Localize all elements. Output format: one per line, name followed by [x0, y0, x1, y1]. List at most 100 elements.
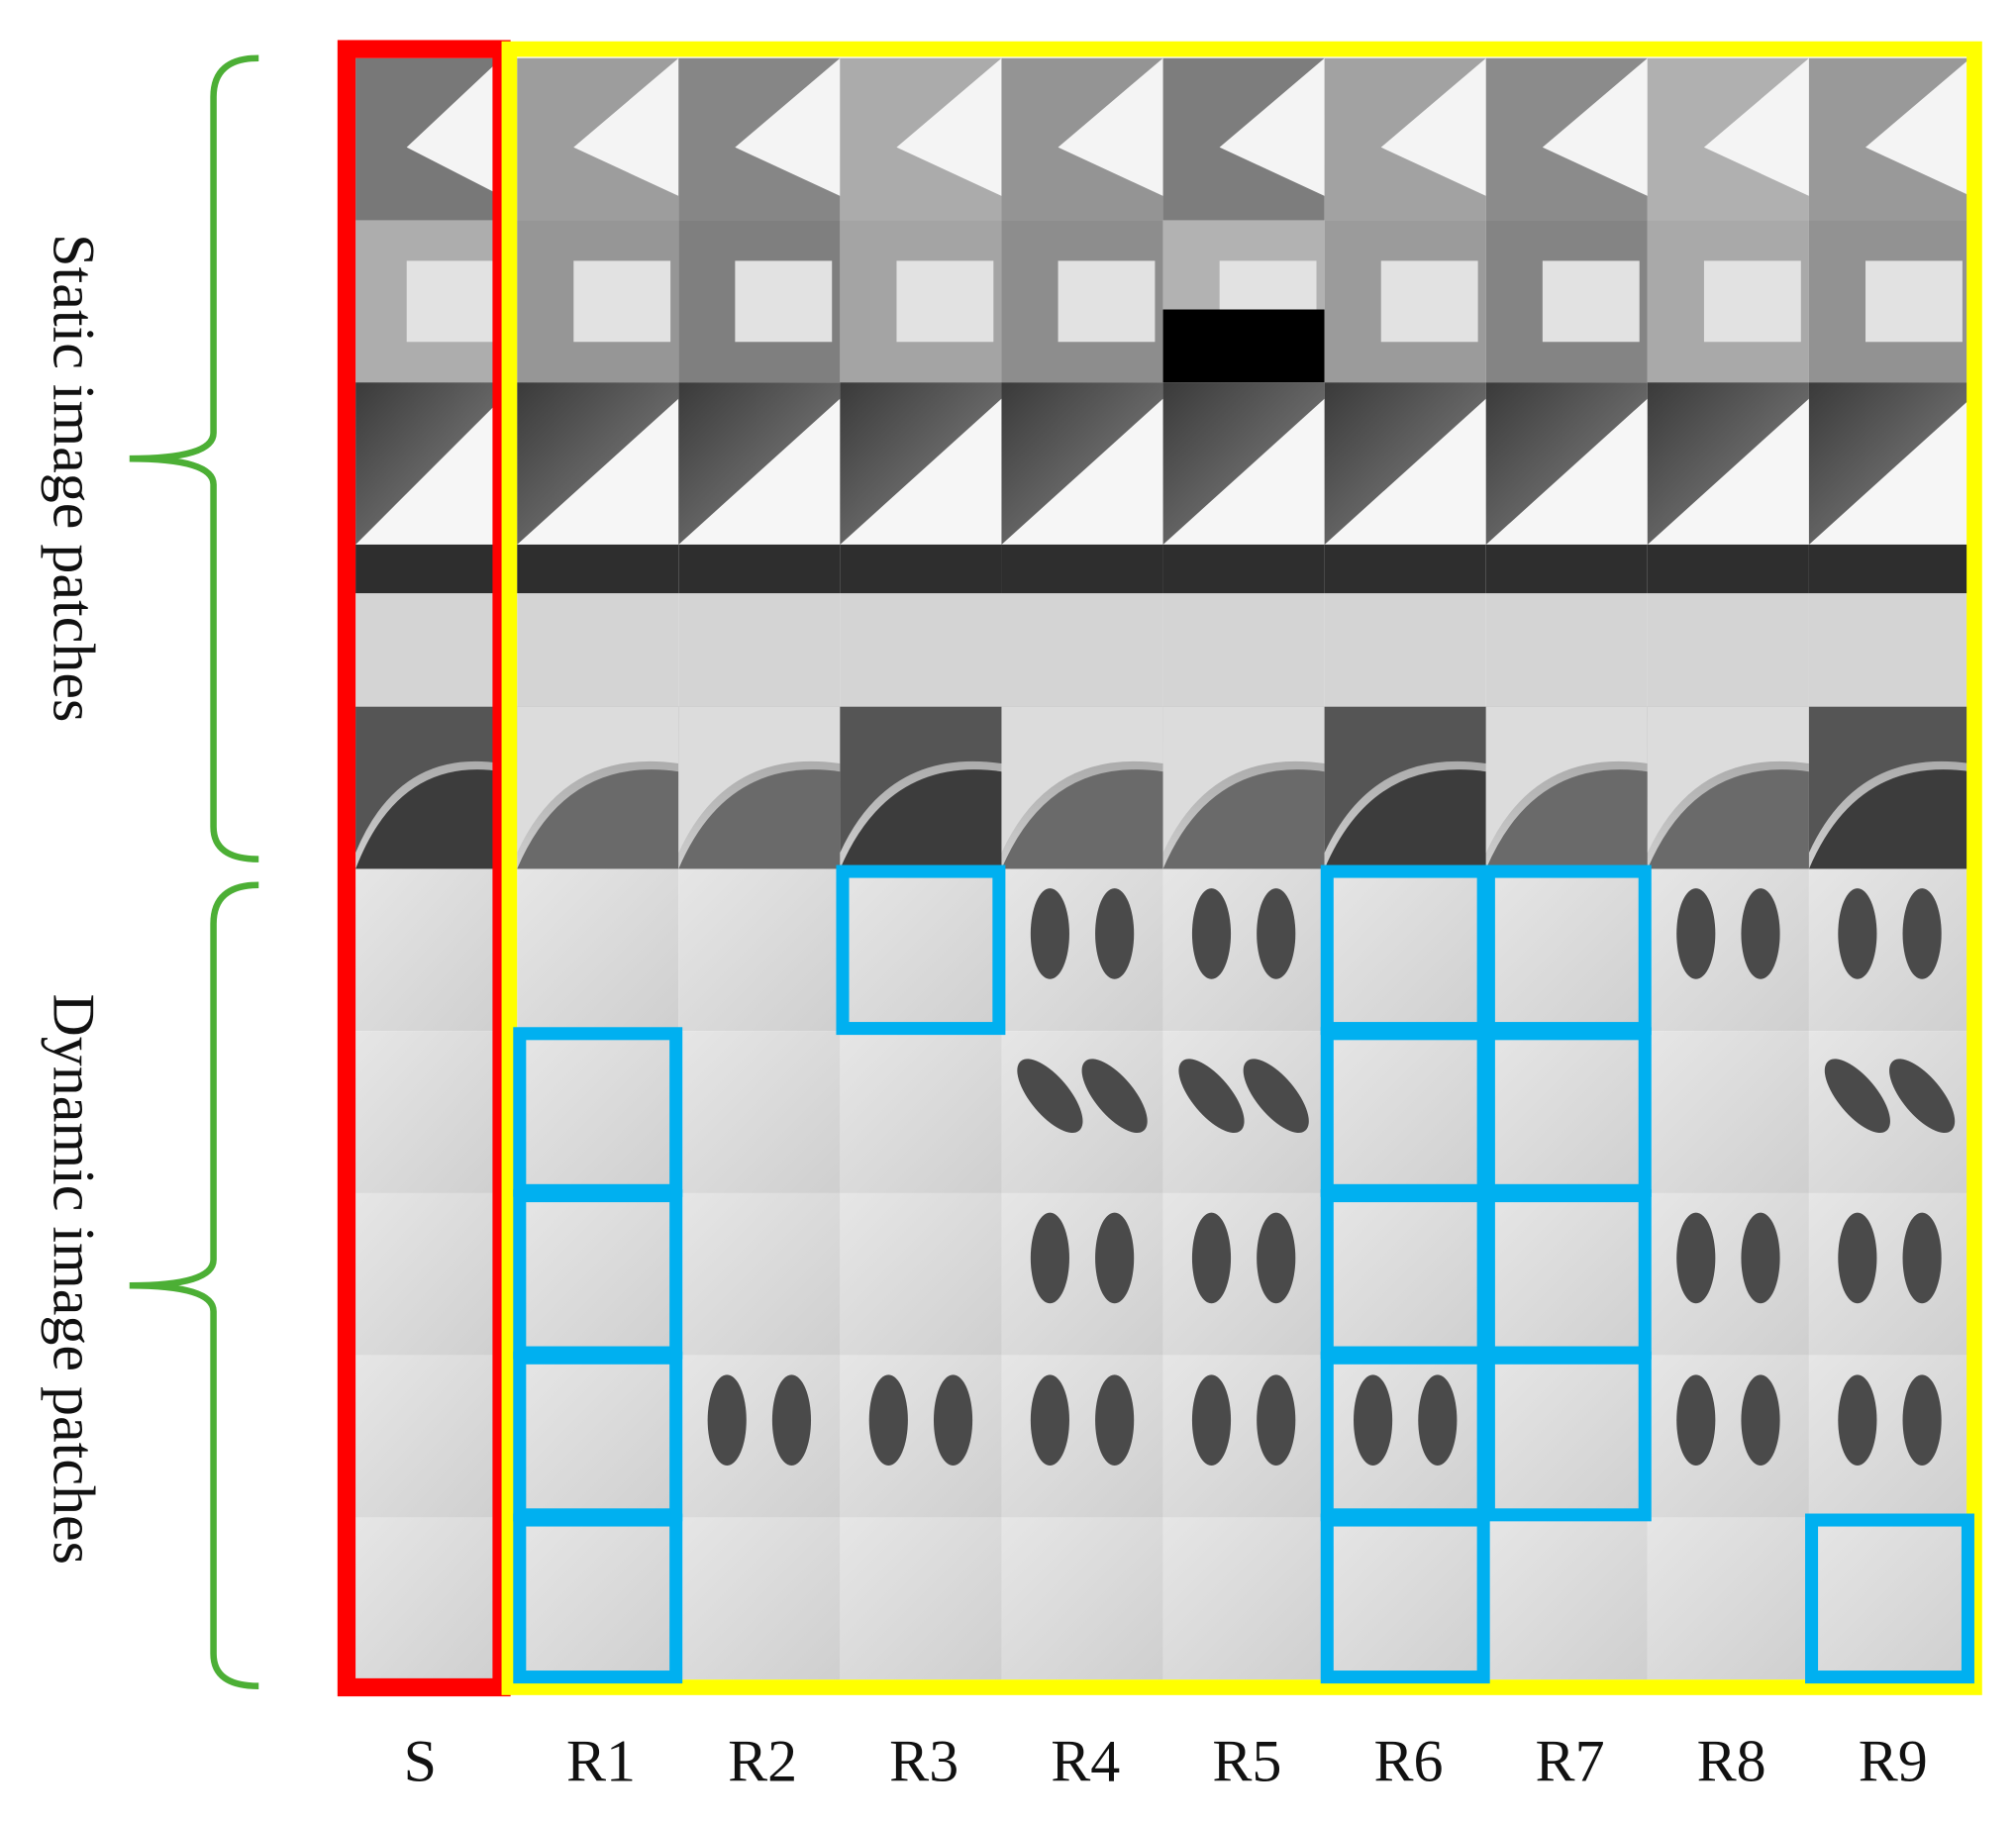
- patch-shape: [1542, 57, 1648, 196]
- patch-shape: [1741, 1374, 1780, 1467]
- patch-shape: [1485, 398, 1648, 545]
- patch-shape: [355, 706, 502, 854]
- patch-bg: [355, 1355, 502, 1518]
- patch-shape: [840, 398, 1002, 545]
- patch-shape: [771, 1374, 812, 1467]
- patch: [1647, 220, 1809, 383]
- patch-bg: [517, 868, 679, 1032]
- column-labels: S R1 R2 R3 R4 R5 R6 R7 R8 R9: [404, 1729, 1928, 1794]
- patch: [1162, 220, 1325, 383]
- patch-shape: [707, 1374, 747, 1467]
- patch: [1001, 706, 1163, 869]
- patch-shape: [1808, 769, 1971, 869]
- patch: [1162, 1355, 1325, 1518]
- patch-shape: [896, 57, 1002, 196]
- patch-shape: [573, 260, 671, 343]
- patch-bg: [1485, 1192, 1648, 1356]
- patch: [1001, 1517, 1163, 1680]
- patch-shape: [1017, 1059, 1083, 1133]
- patch: [1808, 382, 1971, 545]
- patch: [355, 382, 502, 545]
- patch: [1324, 706, 1486, 869]
- patch-shape: [1191, 1212, 1232, 1304]
- patch-shape: [1703, 57, 1809, 196]
- patch-shape: [1418, 1374, 1458, 1467]
- patch-shape: [840, 544, 1002, 594]
- patch-bg: [1485, 1517, 1648, 1680]
- patch-shape: [868, 1374, 908, 1467]
- patch: [1001, 1192, 1163, 1356]
- patch-shape: [1001, 769, 1163, 869]
- patch: [1485, 1192, 1648, 1356]
- patch-shape: [1324, 398, 1486, 545]
- patch-shape: [1647, 706, 1809, 854]
- patch: [355, 1031, 502, 1193]
- patch-shape: [1162, 544, 1325, 594]
- patch-shape: [1243, 1059, 1309, 1133]
- patch-shape: [1902, 888, 1942, 979]
- patch-shape: [1889, 1059, 1956, 1133]
- patch-bg: [1485, 1031, 1648, 1193]
- patch-bg: [355, 1192, 502, 1356]
- patch: [1485, 220, 1648, 383]
- patch-shape: [1257, 1374, 1296, 1467]
- patch-bg: [1162, 1355, 1325, 1518]
- patch-bg: [1001, 1192, 1163, 1356]
- patch-shape: [1191, 888, 1232, 979]
- patch: [355, 220, 502, 383]
- patch-shape: [1647, 398, 1809, 545]
- patch: [1485, 1031, 1648, 1193]
- patch-bg: [840, 1192, 1002, 1356]
- patch-shape: [1058, 57, 1163, 196]
- patch-shape: [1485, 706, 1648, 854]
- patch: [678, 1031, 841, 1193]
- patch-shape: [1902, 1212, 1942, 1304]
- braces: [129, 54, 259, 1689]
- patch-bg: [1324, 1355, 1486, 1518]
- patch-grid: [355, 57, 1971, 1680]
- patch-bg: [1001, 868, 1163, 1032]
- patch: [1808, 1517, 1971, 1680]
- patch-shape: [1676, 888, 1716, 979]
- patch-shape: [1191, 1374, 1232, 1467]
- patch: [840, 544, 1002, 707]
- patch: [1162, 1031, 1325, 1193]
- frames: [337, 40, 1982, 1697]
- patch: [355, 706, 502, 869]
- group-label: Dynamic image patches: [41, 993, 106, 1564]
- patch-shape: [1542, 260, 1640, 343]
- patch-bg: [840, 868, 1002, 1032]
- patch-shape: [406, 260, 495, 343]
- patch-bg: [517, 1031, 679, 1193]
- patch-bg: [1162, 868, 1325, 1032]
- patch: [355, 1192, 502, 1356]
- patch-shape: [1001, 544, 1163, 594]
- patch: [355, 868, 502, 1032]
- patch: [1162, 57, 1325, 221]
- patch: [840, 1031, 1002, 1193]
- patch: [1647, 1355, 1809, 1518]
- patch: [840, 706, 1002, 869]
- patch: [1001, 1031, 1163, 1193]
- patch-bg: [1001, 1355, 1163, 1518]
- patch: [840, 1355, 1002, 1518]
- patch-shape: [1081, 1059, 1148, 1133]
- patch-shape: [1030, 1212, 1069, 1304]
- patch: [1324, 220, 1486, 383]
- patch: [1324, 382, 1486, 545]
- patch: [517, 1031, 679, 1193]
- column-label: R6: [1373, 1729, 1443, 1794]
- patch-shape: [1095, 1212, 1135, 1304]
- patch: [517, 1192, 679, 1356]
- patch: [1647, 706, 1809, 869]
- patch-shape: [1741, 1212, 1780, 1304]
- patch-bg: [1808, 868, 1971, 1032]
- patch: [1001, 544, 1163, 707]
- patch: [1485, 382, 1648, 545]
- patch-bg: [840, 1031, 1002, 1193]
- patch: [678, 220, 841, 383]
- patch-bg: [1485, 1355, 1648, 1518]
- patch: [678, 544, 841, 707]
- patch: [1485, 1517, 1648, 1680]
- patch-shape: [1485, 769, 1648, 869]
